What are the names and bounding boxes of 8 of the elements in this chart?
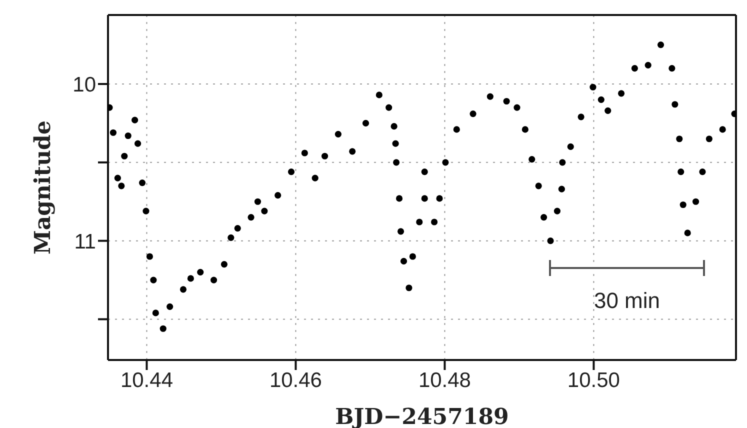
y-tick-label: 10 <box>72 73 96 96</box>
x-tick-label: 10.44 <box>120 368 174 392</box>
x-tick-label: 10.50 <box>567 368 620 392</box>
y-tick-label: 11 <box>74 230 96 254</box>
annotation: 30 min <box>594 288 660 313</box>
x-tick-label: 10.46 <box>269 368 322 392</box>
y-axis-title: Magnitude <box>30 120 56 254</box>
x-tick-label: 10.48 <box>418 368 471 392</box>
